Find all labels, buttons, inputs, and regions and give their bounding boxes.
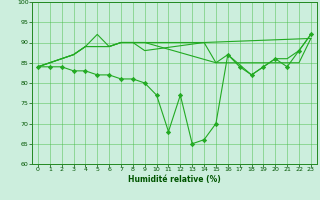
X-axis label: Humidité relative (%): Humidité relative (%) — [128, 175, 221, 184]
